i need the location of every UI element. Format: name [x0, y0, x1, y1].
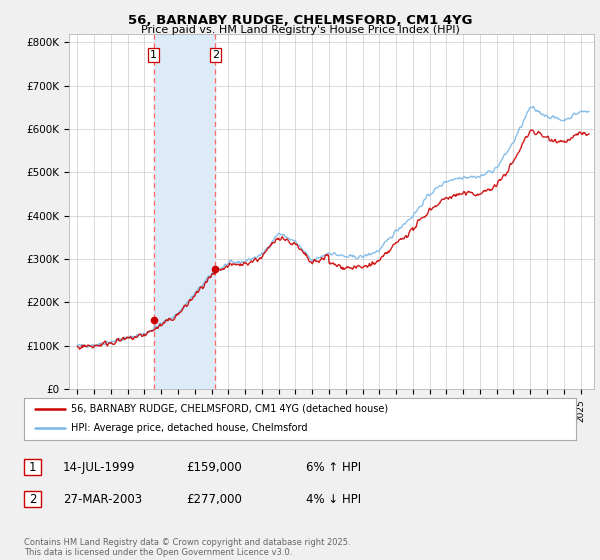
- Bar: [154, 34, 215, 389]
- Text: £277,000: £277,000: [186, 493, 242, 506]
- Text: 2: 2: [212, 50, 219, 60]
- Text: Price paid vs. HM Land Registry's House Price Index (HPI): Price paid vs. HM Land Registry's House …: [140, 25, 460, 35]
- Text: 56, BARNABY RUDGE, CHELMSFORD, CM1 4YG: 56, BARNABY RUDGE, CHELMSFORD, CM1 4YG: [128, 14, 472, 27]
- Text: 4% ↓ HPI: 4% ↓ HPI: [306, 493, 361, 506]
- Text: HPI: Average price, detached house, Chelmsford: HPI: Average price, detached house, Chel…: [71, 423, 307, 433]
- Text: 27-MAR-2003: 27-MAR-2003: [63, 493, 142, 506]
- Text: 6% ↑ HPI: 6% ↑ HPI: [306, 461, 361, 474]
- Text: 56, BARNABY RUDGE, CHELMSFORD, CM1 4YG (detached house): 56, BARNABY RUDGE, CHELMSFORD, CM1 4YG (…: [71, 404, 388, 414]
- Text: £159,000: £159,000: [186, 461, 242, 474]
- Text: 1: 1: [150, 50, 157, 60]
- Text: 1: 1: [29, 461, 36, 474]
- Text: Contains HM Land Registry data © Crown copyright and database right 2025.
This d: Contains HM Land Registry data © Crown c…: [24, 538, 350, 557]
- Text: 14-JUL-1999: 14-JUL-1999: [63, 461, 136, 474]
- Text: 2: 2: [29, 493, 36, 506]
